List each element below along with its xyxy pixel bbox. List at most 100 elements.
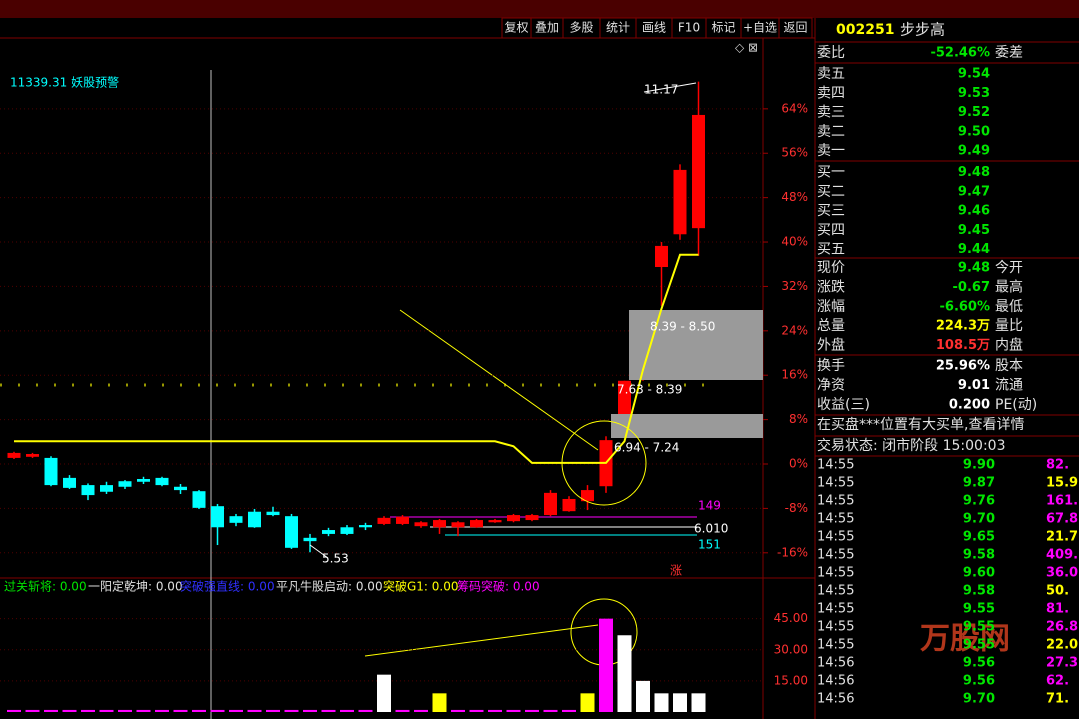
quote-value: 224.3万 — [936, 319, 990, 334]
annotation: 6.94 - 7.24 — [614, 441, 679, 455]
volume-bar — [488, 709, 502, 712]
y-tick-label: 40% — [781, 235, 808, 249]
volume-bar — [173, 709, 188, 712]
toolbar-label[interactable]: 多股 — [569, 21, 593, 35]
quote-value: 9.46 — [958, 204, 990, 219]
arrow-line — [309, 544, 329, 559]
tick-volume: 67.8 — [1046, 512, 1078, 527]
toolbar-label[interactable]: 叠加 — [535, 21, 559, 35]
tick-price: 9.90 — [963, 458, 995, 473]
icon[interactable]: ◇ ⊠ — [735, 41, 758, 55]
y-tick-label: 24% — [781, 323, 808, 337]
volume-bar — [210, 709, 225, 712]
quote-label: 外盘 — [817, 337, 845, 354]
arrow-line — [399, 309, 599, 451]
quote-label: 内盘 — [995, 337, 1023, 354]
annotation: 11.17 — [644, 83, 678, 97]
candle-body — [303, 537, 317, 542]
quote-label: 买五 — [817, 242, 845, 258]
toolbar-label[interactable]: 统计 — [606, 21, 630, 35]
quote-label: 委比 — [817, 45, 845, 61]
quote-value: 9.44 — [958, 242, 990, 257]
candle-body — [377, 517, 391, 524]
tick-volume: 27.3 — [1046, 656, 1078, 671]
volume-bar — [617, 635, 632, 712]
toolbar-label[interactable]: 返回 — [783, 21, 807, 35]
quote-value: 9.50 — [958, 124, 990, 139]
y-tick-label: 16% — [781, 368, 808, 382]
tick-time: 14:55 — [817, 548, 854, 563]
volume-bar — [506, 709, 521, 712]
volume-bar — [562, 709, 576, 712]
candle-body — [192, 491, 206, 508]
indicator-label: 平凡牛股启动: 0.00 — [276, 579, 383, 594]
candle-body — [285, 516, 298, 548]
candle-body — [322, 530, 335, 534]
watermark: 万股网 — [920, 622, 1010, 657]
title-bar — [0, 0, 1079, 18]
indicator-label: 一阳定乾坤: 0.00 — [88, 579, 183, 594]
annotation: 151 — [698, 538, 721, 552]
candle-body — [155, 477, 169, 486]
tick-volume: 22.0 — [1046, 638, 1078, 653]
toolbar-label[interactable]: F10 — [678, 21, 700, 35]
notice[interactable]: 在买盘***位置有大买单,查看详情 — [817, 416, 1024, 433]
quote-value: -6.60% — [940, 299, 991, 314]
toolbar-button[interactable] — [778, 17, 813, 39]
tick-volume: 81. — [1046, 602, 1069, 617]
y-tick-label: 56% — [781, 146, 808, 160]
y-tick-label: 32% — [781, 279, 808, 293]
quote-label: 最低 — [995, 299, 1023, 315]
volume-bar — [414, 709, 428, 712]
quote-value: 9.53 — [958, 86, 990, 101]
indicator-line — [14, 253, 699, 464]
y-tick-label: -16% — [777, 545, 808, 559]
volume-bar — [266, 709, 280, 712]
annotation: 149 — [698, 499, 721, 513]
tick-time: 14:56 — [817, 656, 854, 671]
tick-time: 14:55 — [817, 602, 854, 617]
volume-bar — [580, 693, 595, 712]
tick-time: 14:55 — [817, 620, 854, 635]
volume-bar — [599, 618, 613, 712]
candle-body — [544, 492, 557, 516]
candle-body — [340, 527, 354, 534]
tick-time: 14:55 — [817, 638, 854, 653]
volume-bar — [192, 709, 206, 712]
tick-price: 9.65 — [963, 530, 995, 545]
quote-value: 9.01 — [958, 378, 990, 393]
volume-bar — [395, 709, 410, 712]
toolbar-label[interactable]: 复权 — [504, 21, 528, 35]
tick-time: 14:55 — [817, 530, 854, 545]
candle-body — [507, 515, 520, 522]
toolbar-label[interactable]: 标记 — [711, 21, 735, 35]
stock-code: 002251 — [836, 22, 894, 38]
quote-label: 涨跌 — [817, 279, 845, 295]
tick-volume: 82. — [1046, 458, 1069, 473]
quote-label: 委差 — [995, 45, 1023, 61]
quote-value: 0.200 — [949, 397, 990, 412]
quote-value: 9.54 — [958, 67, 990, 82]
y-tick-label: 48% — [781, 190, 808, 204]
volume-bar — [321, 709, 336, 712]
arrow-line — [364, 624, 599, 657]
quote-value: 9.47 — [958, 184, 990, 199]
tick-price: 9.58 — [963, 584, 995, 599]
candle-body — [618, 380, 631, 415]
volume-bar — [62, 709, 77, 712]
candle-body — [118, 481, 132, 487]
tick-price: 9.76 — [963, 494, 995, 509]
quote-value: 25.96% — [936, 359, 990, 374]
tick-time: 14:55 — [817, 512, 854, 527]
tick-volume: 50. — [1046, 584, 1069, 599]
toolbar-label[interactable]: +自选 — [743, 21, 777, 35]
toolbar-label[interactable]: 画线 — [642, 21, 666, 35]
candle-body — [248, 511, 261, 528]
candle-body — [396, 516, 409, 524]
volume-bar — [44, 709, 58, 712]
volume-bar — [7, 709, 21, 712]
chart-title: 11339.31 妖股预警 — [10, 75, 119, 90]
status: 交易状态: 闭市阶段 15:00:03 — [817, 437, 1006, 454]
tick-price: 9.55 — [963, 602, 995, 617]
